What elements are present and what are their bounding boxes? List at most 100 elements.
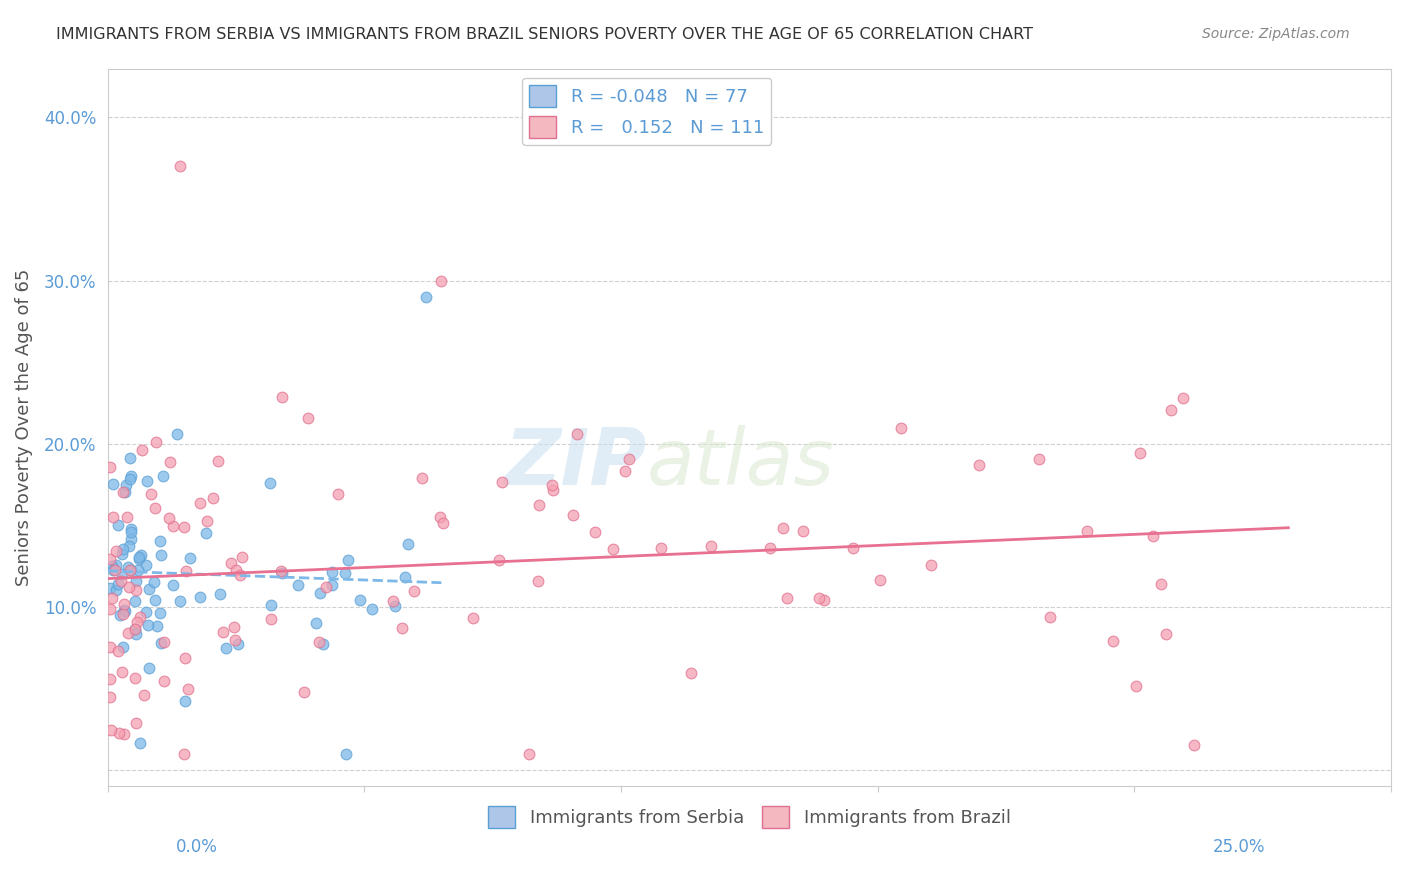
Point <box>349 592 371 607</box>
Point <box>162 577 184 591</box>
Point <box>145 619 167 633</box>
Point <box>396 536 419 550</box>
Point <box>125 574 148 588</box>
Point <box>98 640 121 655</box>
Point <box>308 635 330 649</box>
Point <box>759 541 782 556</box>
Point <box>100 723 122 737</box>
Point <box>231 549 253 564</box>
Point <box>292 685 315 699</box>
Point <box>110 547 132 561</box>
Point <box>150 548 173 562</box>
Point <box>149 606 172 620</box>
Point <box>169 160 191 174</box>
Point <box>111 607 134 621</box>
Point <box>124 627 146 641</box>
Point <box>321 578 343 592</box>
Point <box>108 607 131 622</box>
Point <box>112 603 135 617</box>
Point <box>1102 634 1125 648</box>
Point <box>101 509 124 524</box>
Point <box>120 524 142 539</box>
Point <box>382 594 405 608</box>
Point <box>679 665 702 680</box>
Legend: Immigrants from Serbia, Immigrants from Brazil: Immigrants from Serbia, Immigrants from … <box>481 798 1018 835</box>
Point <box>107 518 129 533</box>
Point <box>152 469 174 483</box>
Point <box>194 526 217 541</box>
Y-axis label: Seniors Poverty Over the Age of 65: Seniors Poverty Over the Age of 65 <box>15 268 32 586</box>
Point <box>120 532 142 546</box>
Point <box>132 688 155 702</box>
Point <box>128 552 150 566</box>
Point <box>333 566 356 580</box>
Point <box>139 486 162 500</box>
Point <box>115 510 138 524</box>
Point <box>112 484 135 499</box>
Point <box>1028 451 1050 466</box>
Point <box>792 524 814 538</box>
Point <box>225 563 247 577</box>
Text: ZIP: ZIP <box>505 425 647 501</box>
Point <box>260 599 283 613</box>
Point <box>215 641 238 656</box>
Point <box>169 594 191 608</box>
Point <box>259 475 281 490</box>
Point <box>920 558 942 572</box>
Point <box>98 602 121 616</box>
Point <box>491 475 513 489</box>
Point <box>772 521 794 535</box>
Point <box>270 566 292 581</box>
Point <box>152 674 174 689</box>
Point <box>1160 402 1182 417</box>
Point <box>1129 445 1152 459</box>
Point <box>619 451 641 466</box>
Point <box>112 597 135 611</box>
Point <box>614 464 637 478</box>
Point <box>527 499 550 513</box>
Text: atlas: atlas <box>647 425 835 501</box>
Point <box>98 459 121 474</box>
Point <box>135 605 157 619</box>
Point <box>432 516 454 530</box>
Point <box>98 672 121 686</box>
Point <box>1125 679 1147 693</box>
Point <box>120 523 142 537</box>
Point <box>602 541 624 556</box>
Point <box>321 565 343 579</box>
Point <box>112 640 135 654</box>
Point <box>124 671 146 685</box>
Point <box>174 651 197 665</box>
Point <box>112 541 135 556</box>
Point <box>101 591 124 606</box>
Point <box>142 575 165 590</box>
Point <box>166 427 188 442</box>
Point <box>110 574 132 588</box>
Point <box>135 558 157 573</box>
Point <box>159 455 181 469</box>
Point <box>411 471 433 485</box>
Point <box>326 487 349 501</box>
Text: IMMIGRANTS FROM SERBIA VS IMMIGRANTS FROM BRAZIL SENIORS POVERTY OVER THE AGE OF: IMMIGRANTS FROM SERBIA VS IMMIGRANTS FRO… <box>56 27 1033 42</box>
Point <box>700 540 723 554</box>
Point <box>173 520 195 534</box>
Point <box>101 563 124 577</box>
Point <box>98 582 121 596</box>
Point <box>226 637 249 651</box>
Point <box>297 410 319 425</box>
Point <box>565 426 588 441</box>
Point <box>101 476 124 491</box>
Point <box>149 533 172 548</box>
Point <box>201 491 224 505</box>
Point <box>120 469 142 483</box>
Point <box>527 574 550 588</box>
Point <box>219 556 242 570</box>
Point <box>112 727 135 741</box>
Point <box>114 604 136 618</box>
Point <box>402 584 425 599</box>
Point <box>224 620 246 634</box>
Point <box>118 472 141 486</box>
Point <box>120 563 142 577</box>
Point <box>103 563 125 577</box>
Point <box>111 665 134 679</box>
